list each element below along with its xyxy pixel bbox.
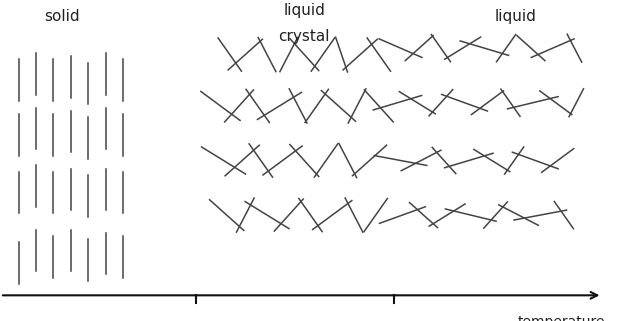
Text: temperature: temperature — [518, 315, 605, 321]
Text: liquid: liquid — [283, 3, 325, 18]
Text: liquid: liquid — [494, 9, 537, 23]
Text: crystal: crystal — [279, 29, 330, 44]
Text: solid: solid — [44, 9, 80, 23]
